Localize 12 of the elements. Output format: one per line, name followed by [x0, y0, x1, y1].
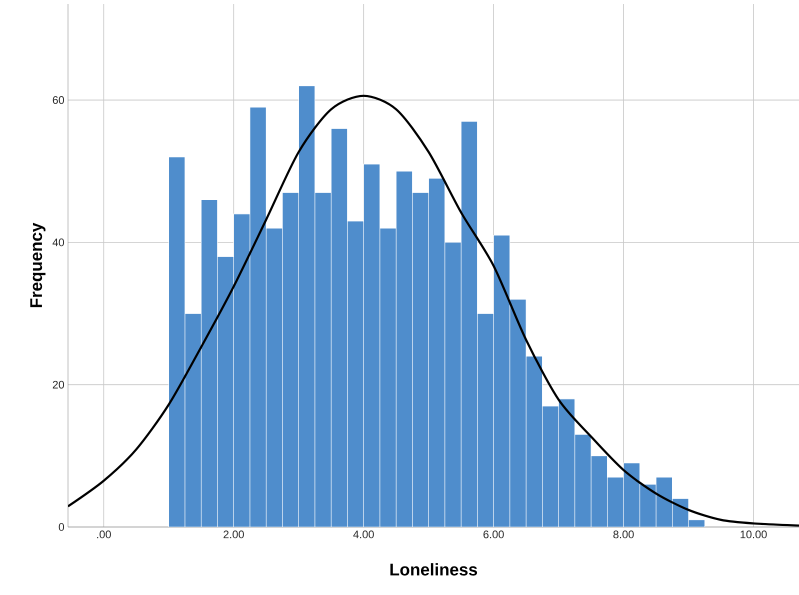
x-tick-label: 4.00: [353, 530, 374, 538]
x-tick-label: 6.00: [484, 530, 504, 538]
x-tick-label: 8.00: [613, 530, 634, 538]
x-tick-label: 2.00: [224, 530, 244, 538]
y-axis-title: Frequency: [30, 222, 46, 308]
y-tick-label: 0: [58, 523, 64, 531]
y-tick-label: 40: [52, 238, 64, 246]
x-tick-label: .00: [97, 530, 111, 538]
x-tick-label: 10.00: [740, 530, 767, 538]
y-tick-label: 60: [52, 96, 64, 104]
y-tick-label: 20: [52, 380, 64, 389]
x-axis-title: Loneliness: [390, 563, 478, 576]
